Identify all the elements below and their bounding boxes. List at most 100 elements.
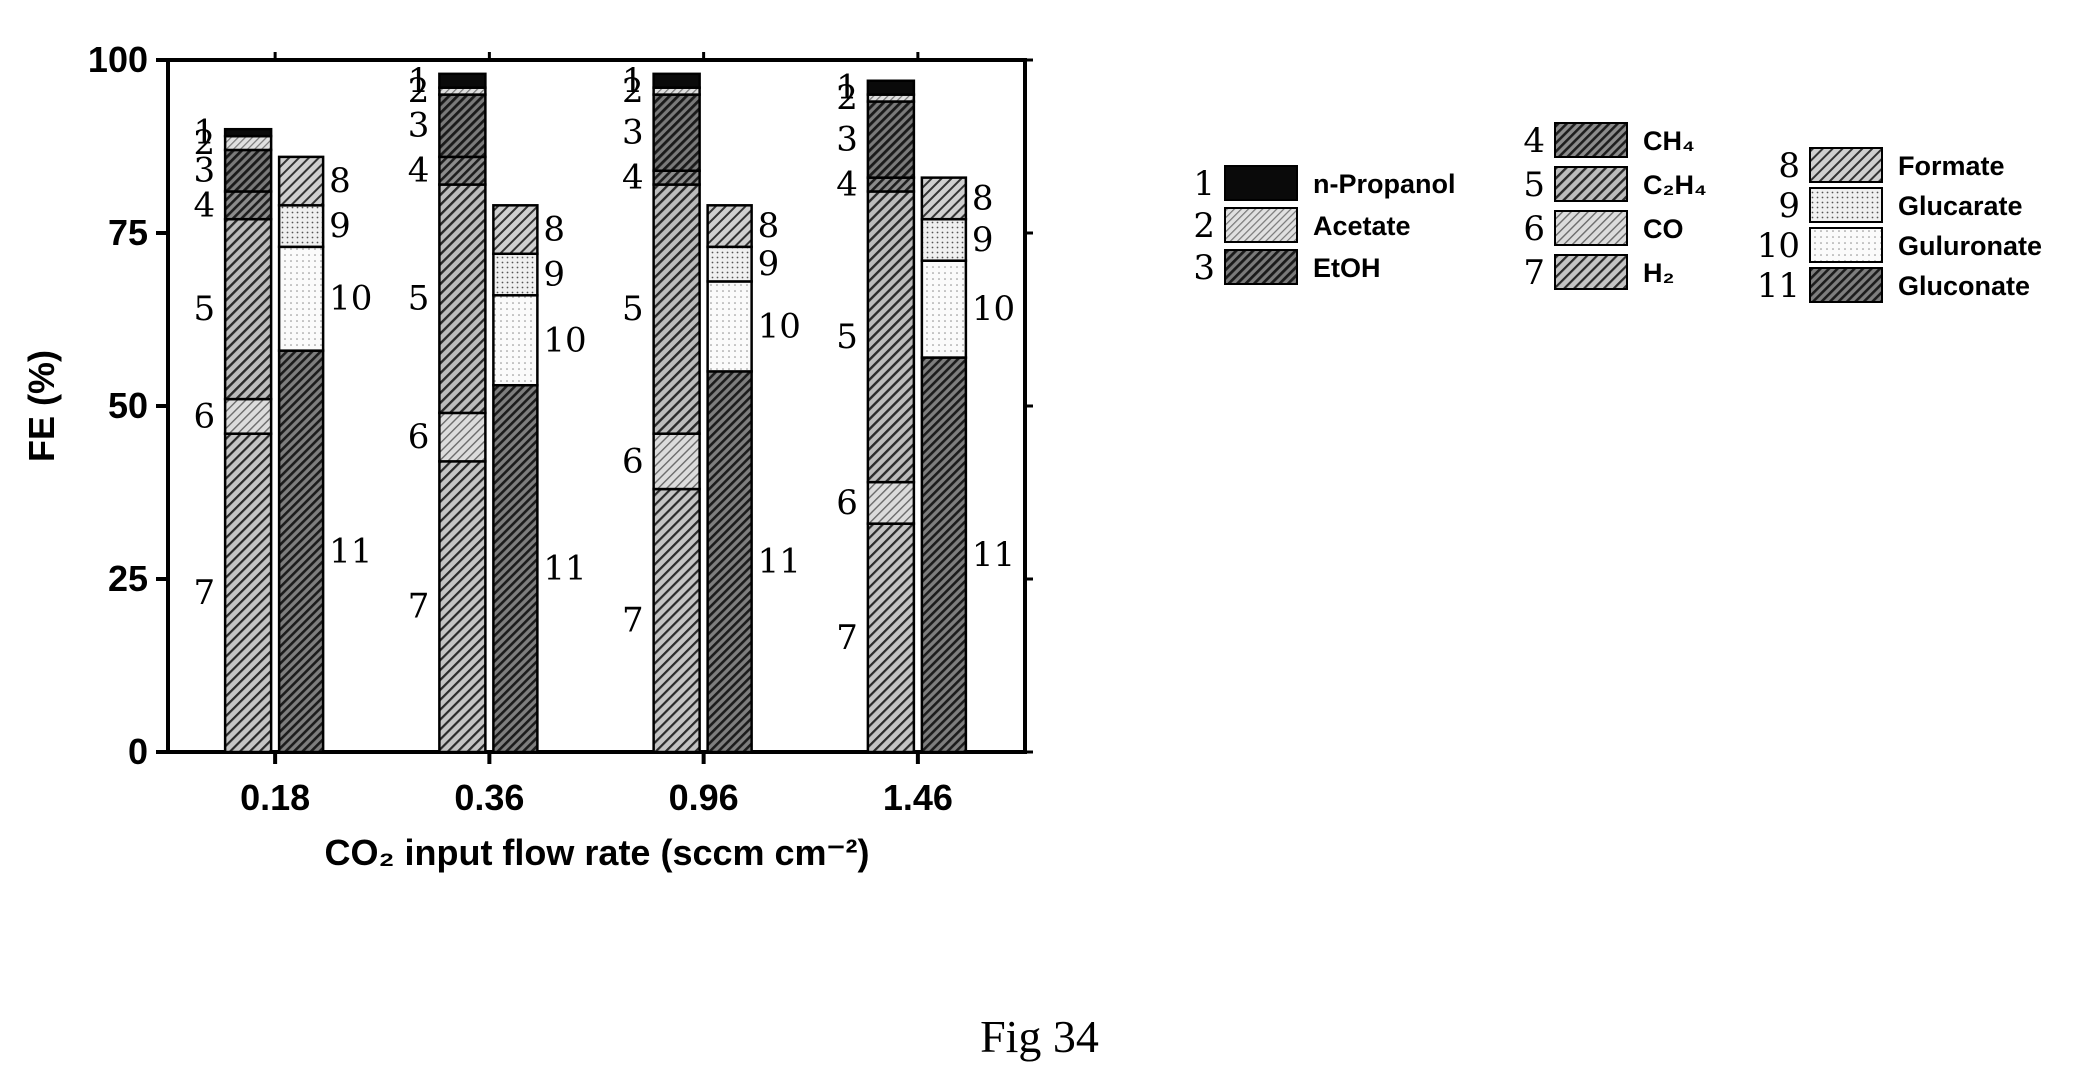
segment-label: 10 bbox=[329, 279, 372, 319]
segment-label: 7 bbox=[408, 587, 430, 627]
segment-label: 4 bbox=[836, 165, 858, 205]
bar-segment-6 bbox=[652, 432, 701, 491]
bar-segment-8 bbox=[492, 204, 539, 256]
legend-swatch-7 bbox=[1554, 254, 1628, 290]
bar-segment-6 bbox=[438, 411, 487, 463]
legend-swatch-9 bbox=[1809, 187, 1883, 223]
legend-number: 7 bbox=[1523, 253, 1545, 293]
segment-label: 6 bbox=[622, 441, 644, 481]
legend-number: 3 bbox=[1193, 248, 1215, 288]
segment-label: 1 bbox=[836, 68, 858, 108]
segment-label: 9 bbox=[329, 206, 351, 246]
bars bbox=[223, 72, 968, 754]
bar-segment-7 bbox=[652, 487, 701, 754]
bar-segment-3 bbox=[866, 100, 916, 179]
legend-swatch-6 bbox=[1554, 210, 1628, 246]
figure-caption: Fig 34 bbox=[980, 1011, 1099, 1062]
segment-label: 3 bbox=[622, 113, 644, 153]
y-tick-label: 100 bbox=[88, 39, 148, 80]
legend-swatch-2 bbox=[1224, 207, 1298, 243]
legend-swatch-10 bbox=[1809, 227, 1883, 263]
segment-label: 1 bbox=[193, 113, 215, 153]
segment-label: 9 bbox=[543, 255, 565, 295]
legend-number: 4 bbox=[1523, 121, 1545, 161]
segment-label: 1 bbox=[622, 61, 644, 101]
segment-label: 11 bbox=[972, 535, 1015, 575]
segment-label: 8 bbox=[543, 210, 565, 250]
segment-label: 11 bbox=[758, 542, 801, 582]
legend-label: C₂H₄ bbox=[1643, 170, 1707, 200]
legend-swatch-1 bbox=[1224, 165, 1298, 201]
bar-segment-8 bbox=[706, 204, 753, 249]
bar-segment-1 bbox=[866, 79, 916, 96]
bar-segment-3 bbox=[223, 148, 273, 193]
segment-label: 3 bbox=[193, 151, 215, 191]
bar-segment-10 bbox=[277, 245, 325, 352]
segment-label: 9 bbox=[972, 220, 994, 260]
bar-segment-1 bbox=[438, 72, 487, 89]
legend-number: 8 bbox=[1778, 146, 1800, 186]
bar-segment-7 bbox=[866, 522, 916, 754]
legend-label: CO bbox=[1643, 214, 1684, 244]
segment-label: 3 bbox=[836, 120, 858, 160]
segment-label: 2 bbox=[622, 71, 644, 111]
segment-label: 8 bbox=[972, 178, 994, 218]
bar-segment-10 bbox=[492, 294, 539, 387]
bar-segment-11 bbox=[277, 349, 325, 754]
segment-label: 7 bbox=[193, 573, 215, 613]
y-axis-label: FE (%) bbox=[21, 350, 62, 462]
segment-label: 4 bbox=[408, 151, 430, 191]
segment-label: 7 bbox=[836, 618, 858, 658]
y-tick-label: 75 bbox=[108, 212, 148, 253]
x-axis: 0.18 0.36 0.96 1.46 bbox=[240, 52, 953, 818]
bar-segment-9 bbox=[920, 217, 968, 262]
bar-segment-9 bbox=[277, 204, 325, 249]
bar-segment-6 bbox=[223, 397, 273, 435]
bar-segment-1 bbox=[652, 72, 701, 89]
bar-segment-9 bbox=[706, 245, 753, 283]
bar-segment-11 bbox=[492, 383, 539, 754]
bar-segment-5 bbox=[438, 183, 487, 415]
segment-label: 11 bbox=[329, 531, 372, 571]
legend-number: 6 bbox=[1523, 209, 1545, 249]
legend-label: n-Propanol bbox=[1313, 169, 1456, 199]
x-tick-label: 0.96 bbox=[669, 777, 739, 818]
legend-swatch-11 bbox=[1809, 267, 1883, 303]
segment-labels: 7654321111098765432111109876543211110987… bbox=[193, 61, 1015, 658]
x-axis-label: CO₂ input flow rate (sccm cm⁻²) bbox=[324, 832, 869, 873]
legend-label: CH₄ bbox=[1643, 126, 1695, 156]
bar-segment-7 bbox=[223, 432, 273, 754]
legend-label: H₂ bbox=[1643, 258, 1675, 288]
segment-label: 4 bbox=[193, 185, 215, 225]
segment-label: 4 bbox=[622, 158, 644, 198]
segment-label: 10 bbox=[758, 306, 801, 346]
legend-swatch-3 bbox=[1224, 249, 1298, 285]
bar-segment-8 bbox=[920, 176, 968, 221]
segment-label: 5 bbox=[193, 289, 215, 329]
legend-swatch-4 bbox=[1554, 122, 1628, 158]
segment-label: 2 bbox=[193, 123, 215, 163]
legend-number: 9 bbox=[1778, 186, 1800, 226]
bar-segment-7 bbox=[438, 460, 487, 754]
segment-label: 6 bbox=[836, 483, 858, 523]
bar-segment-4 bbox=[866, 176, 916, 193]
segment-label: 2 bbox=[408, 71, 430, 111]
bar-segment-11 bbox=[920, 356, 968, 754]
bar-segment-5 bbox=[223, 217, 273, 401]
segment-label: 11 bbox=[543, 549, 586, 589]
segment-label: 8 bbox=[758, 206, 780, 246]
segment-label: 1 bbox=[408, 61, 430, 101]
y-tick-label: 0 bbox=[128, 731, 148, 772]
segment-label: 9 bbox=[758, 244, 780, 284]
legend-swatch-8 bbox=[1809, 147, 1883, 183]
bar-segment-6 bbox=[866, 480, 916, 525]
bar-segment-11 bbox=[706, 370, 753, 754]
bar-segment-10 bbox=[920, 259, 968, 359]
legend-swatch-5 bbox=[1554, 166, 1628, 202]
bar-segment-5 bbox=[652, 183, 701, 435]
y-tick-label: 25 bbox=[108, 558, 148, 599]
legend-number: 2 bbox=[1193, 206, 1215, 246]
legend-label: Guluronate bbox=[1898, 231, 2042, 261]
bar-segment-2 bbox=[223, 134, 273, 152]
